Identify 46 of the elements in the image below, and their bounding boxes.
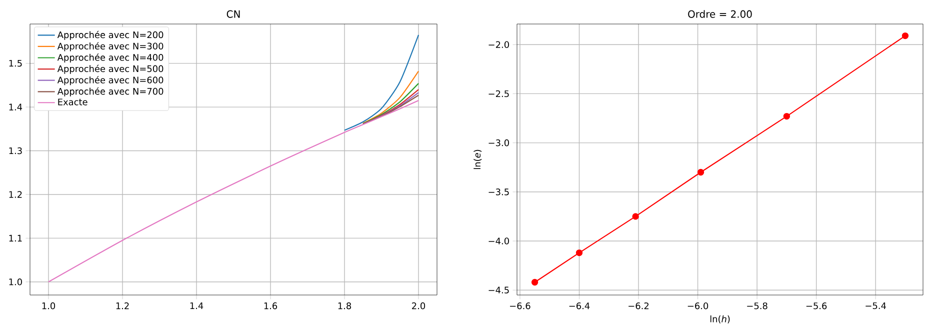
x-tick-label: 1.8 [338, 302, 352, 310]
x-tick-label: 1.2 [116, 302, 129, 310]
x-tick-label: −5.8 [747, 302, 768, 310]
y-tick-label: −2.0 [488, 41, 509, 48]
y-tick-label: −3.0 [488, 139, 509, 146]
y-axis-title: ln(e) [474, 150, 482, 169]
chart-title: Ordre = 2.00 [688, 10, 752, 18]
point [632, 213, 639, 220]
y-tick-label: −4.5 [488, 286, 509, 294]
legend-label: Approchée avec N=200 [57, 30, 164, 40]
line-series [48, 100, 420, 282]
y-tick-label: 1.2 [9, 191, 22, 198]
y-tick-label: 1.0 [9, 278, 22, 286]
legend-label: Approchée avec N=500 [57, 64, 164, 74]
legend-label: Exacte [58, 98, 88, 106]
legend-label: Approchée avec N=300 [57, 42, 164, 52]
x-tick-label: −6.0 [688, 302, 708, 310]
point [576, 249, 583, 256]
point [783, 112, 790, 120]
line-series [362, 82, 420, 124]
y-tick-label: 1.3 [9, 147, 22, 154]
x-tick-label: −5.6 [806, 302, 827, 310]
line-series [362, 70, 420, 124]
y-tick-label: 1.5 [9, 60, 22, 67]
legend-label: Approchée avec N=700 [57, 87, 164, 96]
x-axis-title: ln(h) [710, 315, 730, 324]
x-tick-label: −6.2 [628, 302, 649, 310]
y-tick-label: 1.1 [9, 234, 22, 242]
x-tick-label: −5.4 [866, 302, 886, 310]
x-tick-label: 2.0 [412, 302, 426, 310]
x-tick-label: 1.0 [42, 302, 56, 310]
legend-label: Approchée avec N=400 [57, 53, 164, 63]
y-tick-label: 1.4 [9, 104, 22, 110]
legend-label: Approchée avec N=600 [57, 76, 164, 86]
x-tick-label: 1.6 [264, 302, 278, 310]
chart-title: CN [226, 10, 240, 18]
x-tick-label: −6.4 [569, 302, 590, 310]
point [902, 32, 909, 40]
x-tick-label: 1.4 [190, 302, 204, 309]
point [697, 168, 704, 176]
y-tick-label: −2.5 [488, 90, 509, 98]
line-series [344, 34, 420, 131]
x-tick-label: −6.6 [510, 302, 530, 310]
y-tick-label: −4.0 [488, 238, 509, 244]
point [531, 278, 538, 286]
y-tick-label: −3.5 [488, 188, 509, 196]
